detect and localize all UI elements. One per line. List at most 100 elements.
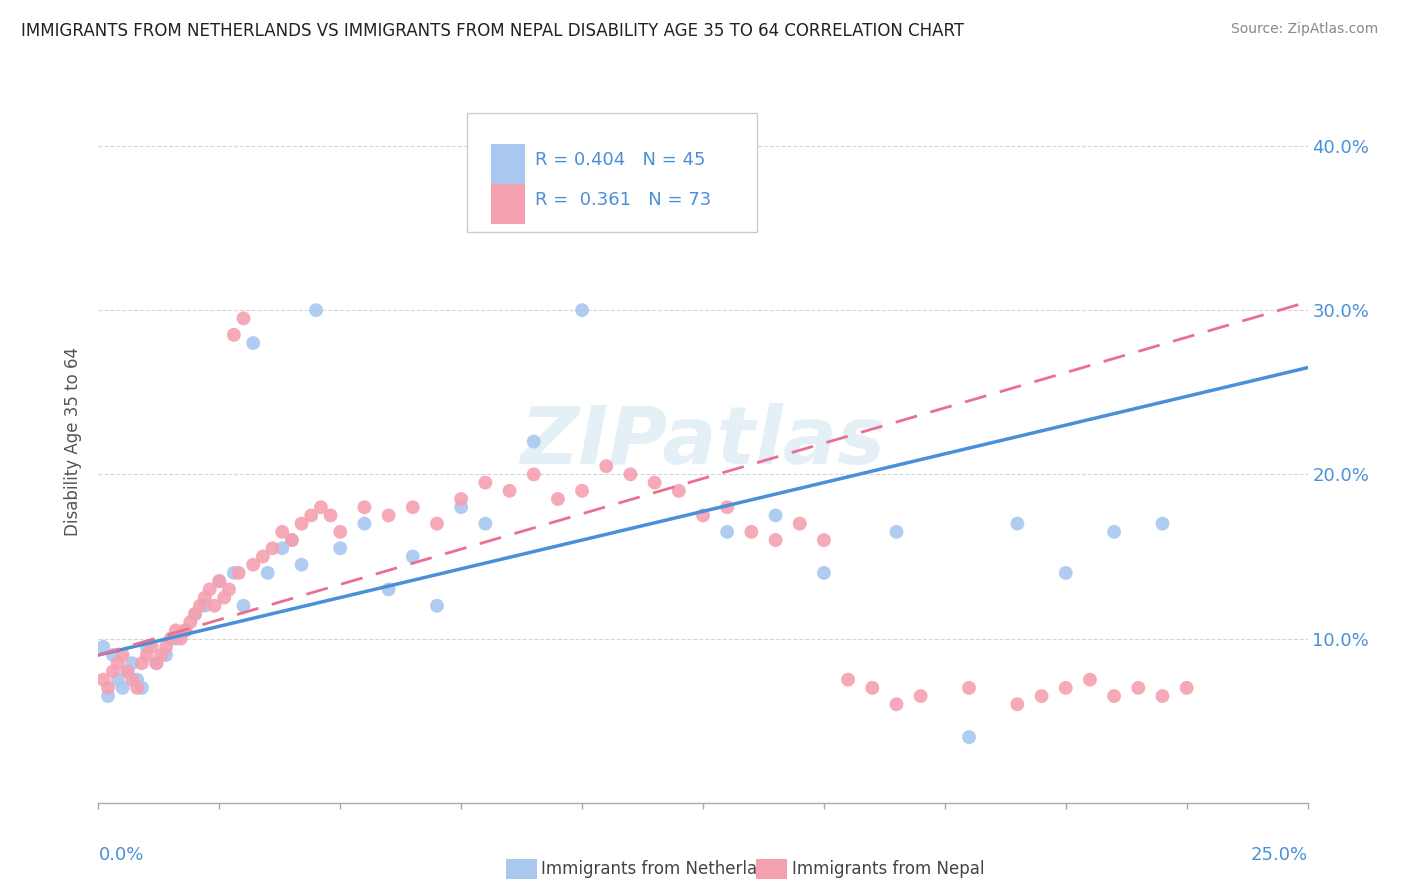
Y-axis label: Disability Age 35 to 64: Disability Age 35 to 64 [65,347,83,536]
Point [813,566,835,580]
Point [474,516,496,531]
Point [299,508,322,523]
Point [135,648,157,662]
Point [1175,681,1198,695]
Point [571,483,593,498]
Point [184,607,207,621]
Point [155,648,177,662]
Point [101,648,124,662]
Point [127,673,149,687]
Point [1078,673,1101,687]
Point [174,624,197,638]
Point [165,632,187,646]
Point [184,607,207,621]
Point [194,591,217,605]
Point [111,648,134,662]
Point [208,574,231,588]
Point [242,336,264,351]
Point [886,698,908,712]
Point [127,681,149,695]
Point [232,599,254,613]
Point [860,681,883,695]
Point [160,632,183,646]
Point [252,549,274,564]
Point [169,632,191,646]
Point [498,483,520,498]
Point [101,665,124,679]
Point [1152,516,1174,531]
Point [1054,566,1077,580]
Point [212,591,235,605]
Bar [492,184,526,224]
Point [208,574,231,588]
Point [131,657,153,671]
Point [402,500,425,515]
Point [450,500,472,515]
Text: Source: ZipAtlas.com: Source: ZipAtlas.com [1230,22,1378,37]
Point [474,475,496,490]
FancyBboxPatch shape [467,112,758,232]
Point [377,582,399,597]
Point [523,434,546,449]
Point [155,640,177,654]
Point [353,500,375,515]
Point [765,508,787,523]
Point [957,681,980,695]
Point [765,533,787,547]
Point [271,541,294,556]
Text: IMMIGRANTS FROM NETHERLANDS VS IMMIGRANTS FROM NEPAL DISABILITY AGE 35 TO 64 COR: IMMIGRANTS FROM NETHERLANDS VS IMMIGRANT… [21,22,965,40]
Point [716,500,738,515]
Point [198,582,221,597]
Point [957,730,980,744]
Point [377,508,399,523]
Point [121,657,143,671]
Point [1031,689,1053,703]
Point [789,516,811,531]
Point [160,632,183,646]
Point [117,665,139,679]
Point [145,657,167,671]
Point [97,681,120,695]
Point [305,303,328,318]
Point [174,624,197,638]
Point [353,516,375,531]
Point [813,533,835,547]
Point [595,459,617,474]
Point [188,599,211,613]
Text: R =  0.361   N = 73: R = 0.361 N = 73 [534,191,711,210]
Point [271,524,294,539]
Point [256,566,278,580]
Point [165,624,187,638]
Point [1152,689,1174,703]
Point [619,139,641,153]
Point [668,483,690,498]
Text: Immigrants from Nepal: Immigrants from Nepal [792,860,984,878]
Point [121,673,143,687]
Text: 0.0%: 0.0% [98,847,143,864]
Point [450,491,472,506]
Point [179,615,201,630]
Point [107,657,129,671]
Point [1054,681,1077,695]
Point [228,566,250,580]
Point [1102,689,1125,703]
Point [309,500,332,515]
Point [111,681,134,695]
Point [117,665,139,679]
Point [571,303,593,318]
Point [1128,681,1150,695]
Point [131,681,153,695]
Point [886,524,908,539]
Point [91,673,114,687]
Point [1007,698,1029,712]
Point [242,558,264,572]
Point [426,599,449,613]
Point [222,327,245,342]
Bar [492,145,526,184]
Point [426,516,449,531]
Text: R = 0.404   N = 45: R = 0.404 N = 45 [534,152,706,169]
Text: Immigrants from Netherlands: Immigrants from Netherlands [541,860,787,878]
Point [523,467,546,482]
Point [329,524,352,539]
Point [150,648,173,662]
